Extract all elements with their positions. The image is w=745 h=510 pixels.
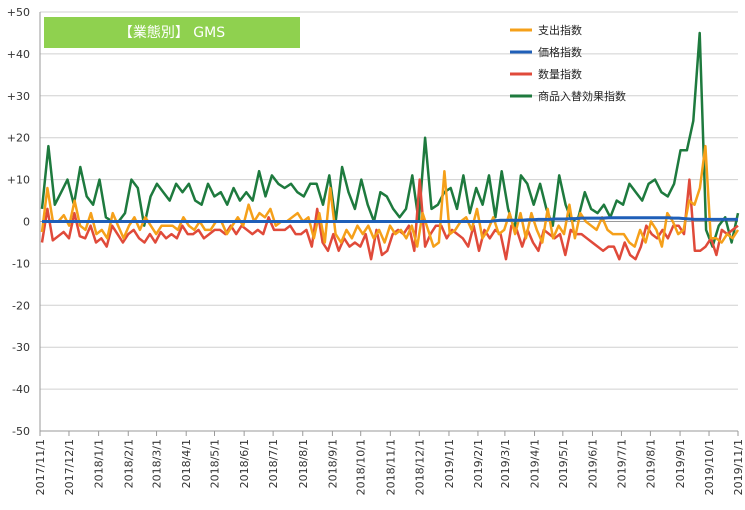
chart-title: 【業態別】 GMS <box>119 25 225 41</box>
x-tick-label: 2018/9/1 <box>326 439 339 488</box>
x-tick-label: 2018/8/1 <box>297 439 310 488</box>
x-tick-label: 2019/8/1 <box>644 439 657 488</box>
y-tick-label: +10 <box>7 174 30 187</box>
x-tick-label: 2019/4/1 <box>529 439 542 488</box>
x-tick-label: 2018/10/1 <box>355 439 368 495</box>
x-tick-label: 2018/11/1 <box>384 439 397 495</box>
x-tick-label: 2019/3/1 <box>499 439 512 488</box>
x-tick-label: 2019/7/1 <box>615 439 628 488</box>
x-tick-label: 2018/6/1 <box>238 439 251 488</box>
series-line <box>40 178 739 261</box>
x-tick-label: 2019/5/1 <box>557 439 570 488</box>
x-tick-label: 2019/6/1 <box>586 439 599 488</box>
y-tick-label: -10 <box>12 257 30 270</box>
y-tick-label: -30 <box>12 341 30 354</box>
x-axis: 2017/11/1 2017/12/1 2018/1/1 2018/2/1 2018/3… <box>34 221 745 495</box>
x-tick-label: 2019/11/1 <box>732 439 745 495</box>
series-line <box>42 216 738 223</box>
legend-label: 数量指数 <box>538 67 582 81</box>
y-tick-label: +40 <box>7 48 30 61</box>
y-tick-label: +50 <box>7 6 30 19</box>
x-tick-label: 2017/12/1 <box>63 439 76 495</box>
chart-title-box: 【業態別】 GMS <box>44 17 300 48</box>
series-lines <box>40 31 740 261</box>
x-tick-label: 2019/2/1 <box>472 439 485 488</box>
x-tick-label: 2018/5/1 <box>209 439 222 488</box>
series-line <box>40 31 740 248</box>
legend-label: 支出指数 <box>538 23 582 37</box>
y-axis: +50 +40 +30 +20 +10 0 -10 -20 -30 -40 -50 <box>7 6 41 438</box>
legend-label: 商品入替効果指数 <box>538 89 626 103</box>
y-tick-label: +20 <box>7 132 30 145</box>
x-tick-label: 2019/1/1 <box>443 439 456 488</box>
y-tick-label: -20 <box>12 299 30 312</box>
y-tick-label: +30 <box>7 90 30 103</box>
y-tick-label: -50 <box>12 425 30 438</box>
x-tick-label: 2018/1/1 <box>93 439 106 488</box>
series-line <box>40 144 740 248</box>
x-tick-label: 2019/10/1 <box>703 439 716 495</box>
x-tick-label: 2018/2/1 <box>122 439 135 488</box>
x-tick-label: 2018/3/1 <box>151 439 164 488</box>
y-tick-label: 0 <box>23 216 30 229</box>
y-tick-label: -40 <box>12 383 30 396</box>
x-tick-label: 2018/4/1 <box>180 439 193 488</box>
x-tick-label: 2017/11/1 <box>34 439 47 495</box>
x-tick-label: 2018/12/1 <box>413 439 426 495</box>
x-tick-label: 2019/9/1 <box>674 439 687 488</box>
x-tick-label: 2018/7/1 <box>267 439 280 488</box>
legend-label: 価格指数 <box>538 45 582 59</box>
title-background <box>44 17 300 48</box>
